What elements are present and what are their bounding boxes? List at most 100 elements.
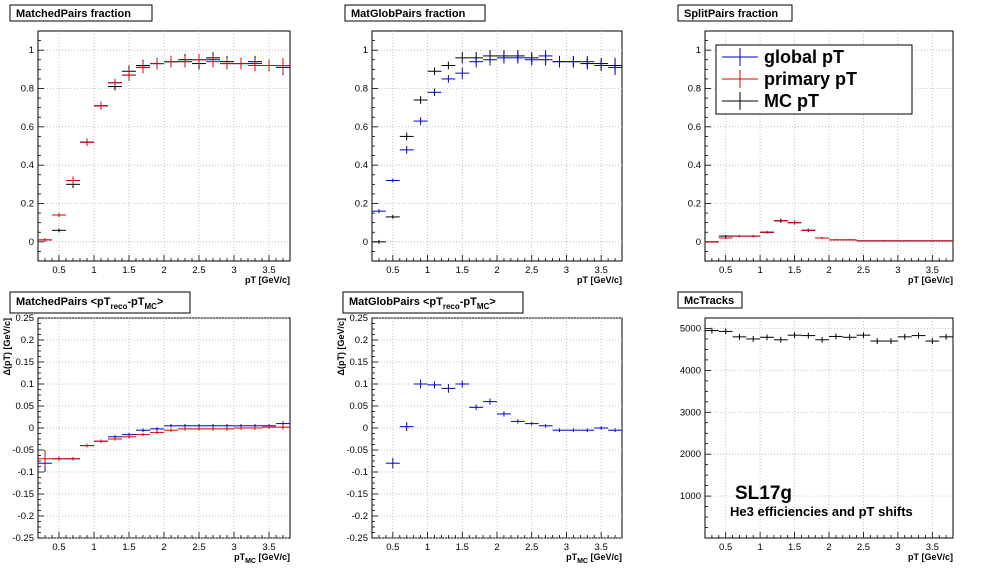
- x-axis-label: pT [GeV/c]: [245, 275, 290, 285]
- data-point: [441, 384, 456, 393]
- data-point: [399, 146, 414, 154]
- y-axis-label: Δ(pT) [GeV/c]: [2, 318, 12, 375]
- y-tick-label: 5000: [680, 323, 701, 334]
- x-tick-label: 3: [231, 542, 236, 553]
- y-tick-label: 0.15: [350, 357, 369, 368]
- y-tick-label: -0.1: [352, 467, 368, 478]
- y-tick-label: -0.1: [18, 467, 34, 478]
- data-point: [38, 238, 52, 242]
- y-tick-label: 0: [696, 237, 701, 248]
- y-tick-label: 4000: [680, 365, 701, 376]
- y-tick-label: -0.25: [12, 533, 34, 544]
- y-tick-label: -0.2: [18, 511, 34, 522]
- data-point: [399, 132, 414, 141]
- data-point: [842, 334, 857, 341]
- data-point: [718, 328, 733, 335]
- data-point: [497, 52, 511, 64]
- data-point: [608, 428, 622, 432]
- y-tick-label: 0.4: [688, 160, 701, 171]
- data-point: [897, 240, 912, 242]
- data-point: [220, 57, 234, 70]
- x-tick-label: 2: [161, 542, 166, 553]
- data-point: [220, 424, 234, 428]
- data-point: [94, 101, 108, 110]
- y-axis-label: Δ(pT) [GeV/c]: [336, 318, 346, 375]
- chart-p2: 0.5 1 1.5 2 2.5 3 3.5 0 0.2 0.4 0.6 0.8 1 pT [GeV/c] M…: [344, 4, 623, 285]
- data-point: [746, 336, 761, 342]
- data-point: [925, 240, 940, 242]
- data-point: [856, 332, 871, 339]
- y-tick-label: 0: [363, 423, 368, 434]
- data-point: [552, 428, 567, 432]
- y-tick-label: 0.1: [355, 379, 368, 390]
- chart-title: MatGlobPairs fraction: [351, 8, 466, 20]
- data-point: [136, 428, 150, 432]
- series-mc: [705, 327, 953, 344]
- x-tick-label: 1.5: [456, 542, 469, 553]
- y-tick-label: 0.1: [21, 379, 34, 390]
- chart-title: MatchedPairs <pTreco-pTMC>: [16, 296, 163, 311]
- title-box: [342, 291, 524, 314]
- data-point: [413, 96, 428, 104]
- y-tick-label: 0.6: [355, 122, 368, 133]
- data-point: [746, 235, 761, 238]
- data-point: [136, 432, 150, 437]
- data-point: [787, 332, 802, 339]
- x-tick-label: 1: [91, 265, 96, 276]
- series-global: [372, 50, 622, 214]
- chart-p4: 0.5 1 1.5 2 2.5 3 3.5 -0.25 -0.2 -0.15 -0.1 -0.05 0 0…: [2, 291, 291, 565]
- data-point: [52, 213, 66, 217]
- data-point: [206, 424, 220, 428]
- x-tick-label: 2: [826, 265, 831, 276]
- data-point: [580, 428, 595, 432]
- x-tick-label: 0.5: [719, 265, 732, 276]
- annotation-title: SL17g: [735, 483, 792, 504]
- x-tick-label: 3.5: [595, 265, 608, 276]
- data-point: [538, 50, 553, 62]
- data-point: [150, 57, 164, 70]
- x-tick-label: 0.5: [52, 542, 65, 553]
- data-point: [150, 427, 164, 431]
- data-point: [705, 327, 719, 334]
- x-tick-label: 2.5: [857, 265, 870, 276]
- chart-title: MatGlobPairs <pTreco-pTMC>: [349, 296, 496, 311]
- y-tick-label: 0.2: [688, 199, 701, 210]
- data-point: [552, 55, 567, 68]
- data-point: [80, 443, 94, 448]
- data-point: [66, 457, 80, 461]
- data-point: [469, 55, 484, 68]
- y-tick-label: 0.6: [21, 122, 34, 133]
- data-point: [925, 338, 940, 344]
- data-point: [164, 428, 178, 432]
- legend-label: MC pT: [764, 91, 819, 111]
- data-point: [178, 427, 192, 431]
- data-point: [469, 404, 484, 410]
- data-point: [150, 430, 164, 435]
- chart-p1: 0.5 1 1.5 2 2.5 3 3.5 0 0.2 0.4 0.6 0.8 1 pT [GeV/c] M…: [9, 4, 291, 285]
- data-point: [911, 332, 926, 339]
- y-tick-label: 0.8: [21, 84, 34, 95]
- x-tick-label: 1: [91, 542, 96, 553]
- data-point: [718, 237, 733, 239]
- x-tick-label: 3: [231, 265, 236, 276]
- x-tick-label: 3.5: [595, 542, 608, 553]
- series-primary: [705, 218, 953, 243]
- data-point: [234, 426, 248, 430]
- series-global: [385, 379, 622, 469]
- data-point: [566, 55, 581, 68]
- data-point: [276, 424, 290, 430]
- x-tick-label: 1: [757, 542, 762, 553]
- data-point: [718, 235, 733, 238]
- y-tick-label: 0.15: [16, 357, 35, 368]
- data-point: [164, 424, 178, 428]
- data-point: [773, 218, 788, 223]
- x-tick-label: 1.5: [122, 542, 135, 553]
- data-point: [441, 61, 456, 70]
- chart-p6: 0.5 1 1.5 2 2.5 3 3.5 1000 2000 3000 4000 5000 pT [G…: [677, 291, 954, 562]
- data-point: [856, 240, 871, 242]
- data-point: [52, 228, 66, 233]
- legend-entry: MC pT: [722, 91, 819, 111]
- x-tick-label: 2.5: [192, 542, 205, 553]
- y-tick-label: 0: [363, 237, 368, 248]
- data-point: [441, 75, 456, 83]
